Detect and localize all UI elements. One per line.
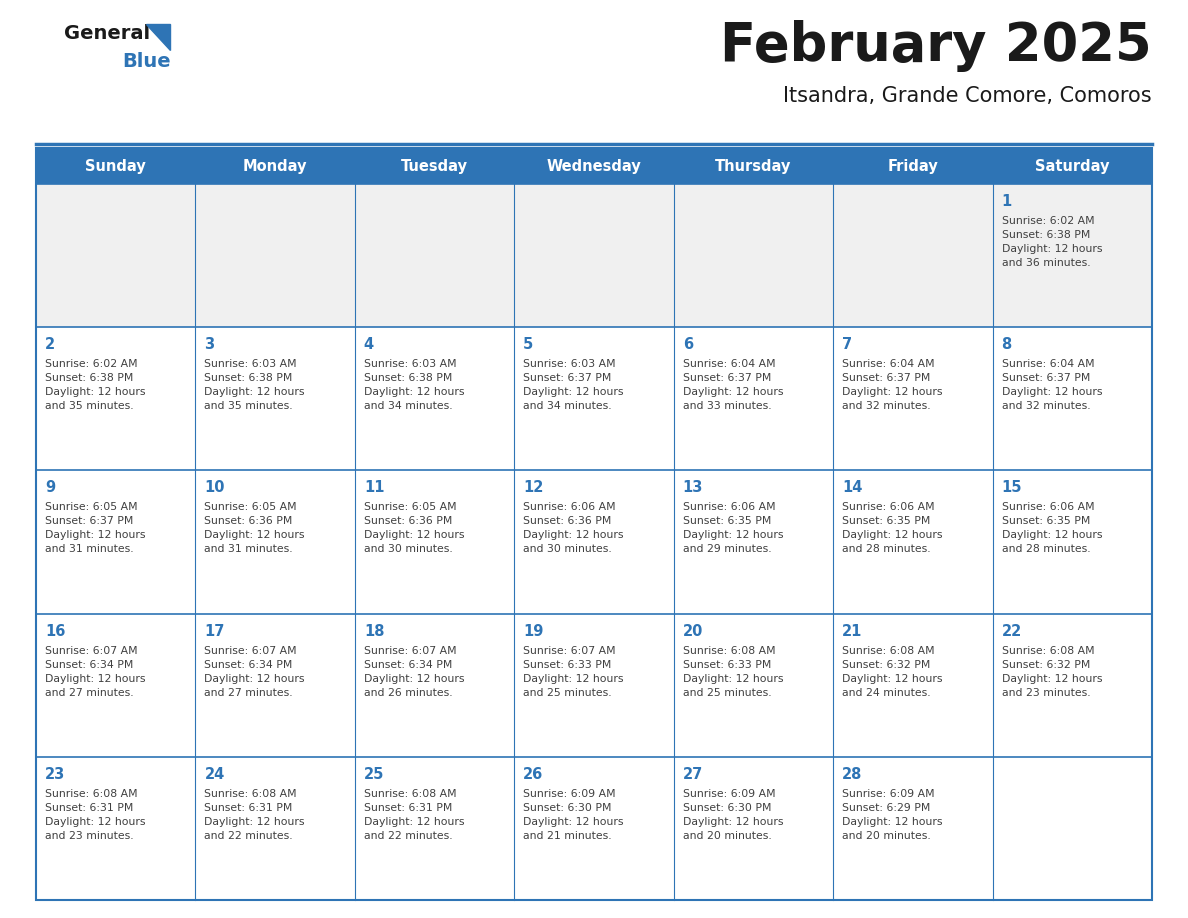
Text: 8: 8 — [1001, 337, 1012, 353]
Text: Sunrise: 6:08 AM
Sunset: 6:33 PM
Daylight: 12 hours
and 25 minutes.: Sunrise: 6:08 AM Sunset: 6:33 PM Dayligh… — [683, 645, 783, 698]
Text: 24: 24 — [204, 767, 225, 782]
Bar — [36, 327, 1152, 470]
Text: Sunrise: 6:03 AM
Sunset: 6:38 PM
Daylight: 12 hours
and 35 minutes.: Sunrise: 6:03 AM Sunset: 6:38 PM Dayligh… — [204, 359, 305, 411]
Text: Sunrise: 6:06 AM
Sunset: 6:35 PM
Daylight: 12 hours
and 28 minutes.: Sunrise: 6:06 AM Sunset: 6:35 PM Dayligh… — [1001, 502, 1102, 554]
Text: 16: 16 — [45, 623, 65, 639]
Text: Sunrise: 6:04 AM
Sunset: 6:37 PM
Daylight: 12 hours
and 32 minutes.: Sunrise: 6:04 AM Sunset: 6:37 PM Dayligh… — [1001, 359, 1102, 411]
Text: Thursday: Thursday — [715, 159, 791, 174]
Text: Sunrise: 6:08 AM
Sunset: 6:31 PM
Daylight: 12 hours
and 23 minutes.: Sunrise: 6:08 AM Sunset: 6:31 PM Dayligh… — [45, 789, 145, 841]
Text: 23: 23 — [45, 767, 65, 782]
Text: Sunrise: 6:07 AM
Sunset: 6:34 PM
Daylight: 12 hours
and 27 minutes.: Sunrise: 6:07 AM Sunset: 6:34 PM Dayligh… — [204, 645, 305, 698]
Text: 5: 5 — [523, 337, 533, 353]
Text: Sunrise: 6:06 AM
Sunset: 6:36 PM
Daylight: 12 hours
and 30 minutes.: Sunrise: 6:06 AM Sunset: 6:36 PM Dayligh… — [523, 502, 624, 554]
Text: Sunrise: 6:07 AM
Sunset: 6:34 PM
Daylight: 12 hours
and 27 minutes.: Sunrise: 6:07 AM Sunset: 6:34 PM Dayligh… — [45, 645, 145, 698]
Text: Sunrise: 6:09 AM
Sunset: 6:30 PM
Daylight: 12 hours
and 21 minutes.: Sunrise: 6:09 AM Sunset: 6:30 PM Dayligh… — [523, 789, 624, 841]
Text: Tuesday: Tuesday — [402, 159, 468, 174]
Text: Sunrise: 6:09 AM
Sunset: 6:30 PM
Daylight: 12 hours
and 20 minutes.: Sunrise: 6:09 AM Sunset: 6:30 PM Dayligh… — [683, 789, 783, 841]
Text: 2: 2 — [45, 337, 55, 353]
Text: 17: 17 — [204, 623, 225, 639]
Text: Sunrise: 6:05 AM
Sunset: 6:36 PM
Daylight: 12 hours
and 30 minutes.: Sunrise: 6:05 AM Sunset: 6:36 PM Dayligh… — [364, 502, 465, 554]
Text: Sunrise: 6:06 AM
Sunset: 6:35 PM
Daylight: 12 hours
and 28 minutes.: Sunrise: 6:06 AM Sunset: 6:35 PM Dayligh… — [842, 502, 942, 554]
Text: 28: 28 — [842, 767, 862, 782]
Text: 3: 3 — [204, 337, 215, 353]
Text: Sunrise: 6:03 AM
Sunset: 6:37 PM
Daylight: 12 hours
and 34 minutes.: Sunrise: 6:03 AM Sunset: 6:37 PM Dayligh… — [523, 359, 624, 411]
Text: 27: 27 — [683, 767, 703, 782]
Text: Sunday: Sunday — [86, 159, 146, 174]
Bar — [36, 184, 1152, 327]
Text: Sunrise: 6:07 AM
Sunset: 6:33 PM
Daylight: 12 hours
and 25 minutes.: Sunrise: 6:07 AM Sunset: 6:33 PM Dayligh… — [523, 645, 624, 698]
Text: Itsandra, Grande Comore, Comoros: Itsandra, Grande Comore, Comoros — [783, 86, 1152, 106]
Text: 10: 10 — [204, 480, 225, 496]
Text: 14: 14 — [842, 480, 862, 496]
Text: Sunrise: 6:08 AM
Sunset: 6:32 PM
Daylight: 12 hours
and 24 minutes.: Sunrise: 6:08 AM Sunset: 6:32 PM Dayligh… — [842, 645, 942, 698]
Text: 21: 21 — [842, 623, 862, 639]
Text: Blue: Blue — [122, 52, 171, 71]
Text: 22: 22 — [1001, 623, 1022, 639]
Text: General: General — [64, 24, 150, 43]
Text: 1: 1 — [1001, 194, 1012, 209]
Text: 25: 25 — [364, 767, 384, 782]
Text: 12: 12 — [523, 480, 544, 496]
Text: Sunrise: 6:08 AM
Sunset: 6:31 PM
Daylight: 12 hours
and 22 minutes.: Sunrise: 6:08 AM Sunset: 6:31 PM Dayligh… — [204, 789, 305, 841]
Text: Sunrise: 6:08 AM
Sunset: 6:32 PM
Daylight: 12 hours
and 23 minutes.: Sunrise: 6:08 AM Sunset: 6:32 PM Dayligh… — [1001, 645, 1102, 698]
Text: 4: 4 — [364, 337, 374, 353]
Text: Sunrise: 6:02 AM
Sunset: 6:38 PM
Daylight: 12 hours
and 36 minutes.: Sunrise: 6:02 AM Sunset: 6:38 PM Dayligh… — [1001, 216, 1102, 268]
Text: Sunrise: 6:08 AM
Sunset: 6:31 PM
Daylight: 12 hours
and 22 minutes.: Sunrise: 6:08 AM Sunset: 6:31 PM Dayligh… — [364, 789, 465, 841]
Bar — [36, 756, 1152, 900]
Text: February 2025: February 2025 — [720, 20, 1152, 72]
Text: Sunrise: 6:04 AM
Sunset: 6:37 PM
Daylight: 12 hours
and 32 minutes.: Sunrise: 6:04 AM Sunset: 6:37 PM Dayligh… — [842, 359, 942, 411]
Text: Sunrise: 6:07 AM
Sunset: 6:34 PM
Daylight: 12 hours
and 26 minutes.: Sunrise: 6:07 AM Sunset: 6:34 PM Dayligh… — [364, 645, 465, 698]
Text: 15: 15 — [1001, 480, 1022, 496]
Text: 26: 26 — [523, 767, 544, 782]
Text: 18: 18 — [364, 623, 385, 639]
Text: 11: 11 — [364, 480, 385, 496]
Text: Sunrise: 6:03 AM
Sunset: 6:38 PM
Daylight: 12 hours
and 34 minutes.: Sunrise: 6:03 AM Sunset: 6:38 PM Dayligh… — [364, 359, 465, 411]
Text: Saturday: Saturday — [1035, 159, 1110, 174]
Text: 13: 13 — [683, 480, 703, 496]
Text: 19: 19 — [523, 623, 544, 639]
Text: Wednesday: Wednesday — [546, 159, 642, 174]
Text: 6: 6 — [683, 337, 693, 353]
Text: Sunrise: 6:05 AM
Sunset: 6:37 PM
Daylight: 12 hours
and 31 minutes.: Sunrise: 6:05 AM Sunset: 6:37 PM Dayligh… — [45, 502, 145, 554]
Bar — [36, 148, 1152, 184]
Text: Friday: Friday — [887, 159, 939, 174]
Text: 9: 9 — [45, 480, 55, 496]
Bar — [36, 613, 1152, 756]
Text: Monday: Monday — [242, 159, 308, 174]
Text: Sunrise: 6:09 AM
Sunset: 6:29 PM
Daylight: 12 hours
and 20 minutes.: Sunrise: 6:09 AM Sunset: 6:29 PM Dayligh… — [842, 789, 942, 841]
Bar — [36, 470, 1152, 613]
Text: Sunrise: 6:02 AM
Sunset: 6:38 PM
Daylight: 12 hours
and 35 minutes.: Sunrise: 6:02 AM Sunset: 6:38 PM Dayligh… — [45, 359, 145, 411]
Text: Sunrise: 6:06 AM
Sunset: 6:35 PM
Daylight: 12 hours
and 29 minutes.: Sunrise: 6:06 AM Sunset: 6:35 PM Dayligh… — [683, 502, 783, 554]
Text: Sunrise: 6:04 AM
Sunset: 6:37 PM
Daylight: 12 hours
and 33 minutes.: Sunrise: 6:04 AM Sunset: 6:37 PM Dayligh… — [683, 359, 783, 411]
Text: Sunrise: 6:05 AM
Sunset: 6:36 PM
Daylight: 12 hours
and 31 minutes.: Sunrise: 6:05 AM Sunset: 6:36 PM Dayligh… — [204, 502, 305, 554]
Bar — [36, 148, 1152, 900]
Text: 7: 7 — [842, 337, 852, 353]
Polygon shape — [146, 24, 170, 50]
Text: 20: 20 — [683, 623, 703, 639]
